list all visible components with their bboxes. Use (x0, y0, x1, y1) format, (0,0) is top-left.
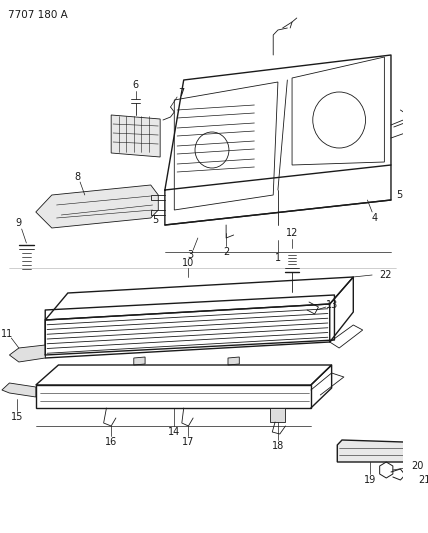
Text: 22: 22 (380, 270, 392, 280)
Polygon shape (270, 408, 285, 422)
Text: 13: 13 (326, 300, 338, 310)
Polygon shape (337, 440, 415, 462)
Text: 5: 5 (396, 190, 402, 200)
Text: 2: 2 (223, 247, 229, 257)
Text: 21: 21 (418, 475, 428, 485)
Text: 5: 5 (152, 215, 158, 225)
Text: 9: 9 (16, 218, 22, 228)
Polygon shape (134, 357, 145, 365)
Text: 6: 6 (133, 80, 139, 90)
Text: 11: 11 (1, 329, 14, 339)
Text: 20: 20 (411, 461, 423, 471)
Polygon shape (36, 185, 158, 228)
Text: 3: 3 (187, 250, 193, 260)
Text: 7: 7 (178, 88, 184, 98)
Text: 19: 19 (364, 475, 376, 485)
Polygon shape (111, 115, 160, 157)
Text: 14: 14 (168, 427, 181, 437)
Text: 10: 10 (182, 258, 195, 268)
Text: 16: 16 (105, 437, 117, 447)
Text: 12: 12 (286, 228, 298, 238)
Text: 7707 180 A: 7707 180 A (8, 10, 67, 20)
Text: 17: 17 (182, 437, 195, 447)
Polygon shape (9, 345, 45, 362)
Text: 15: 15 (11, 412, 23, 422)
Polygon shape (228, 357, 239, 365)
Polygon shape (2, 383, 36, 397)
Text: 4: 4 (372, 213, 378, 223)
Text: 1: 1 (275, 253, 281, 263)
Text: 8: 8 (74, 172, 80, 182)
Text: 18: 18 (272, 441, 284, 451)
